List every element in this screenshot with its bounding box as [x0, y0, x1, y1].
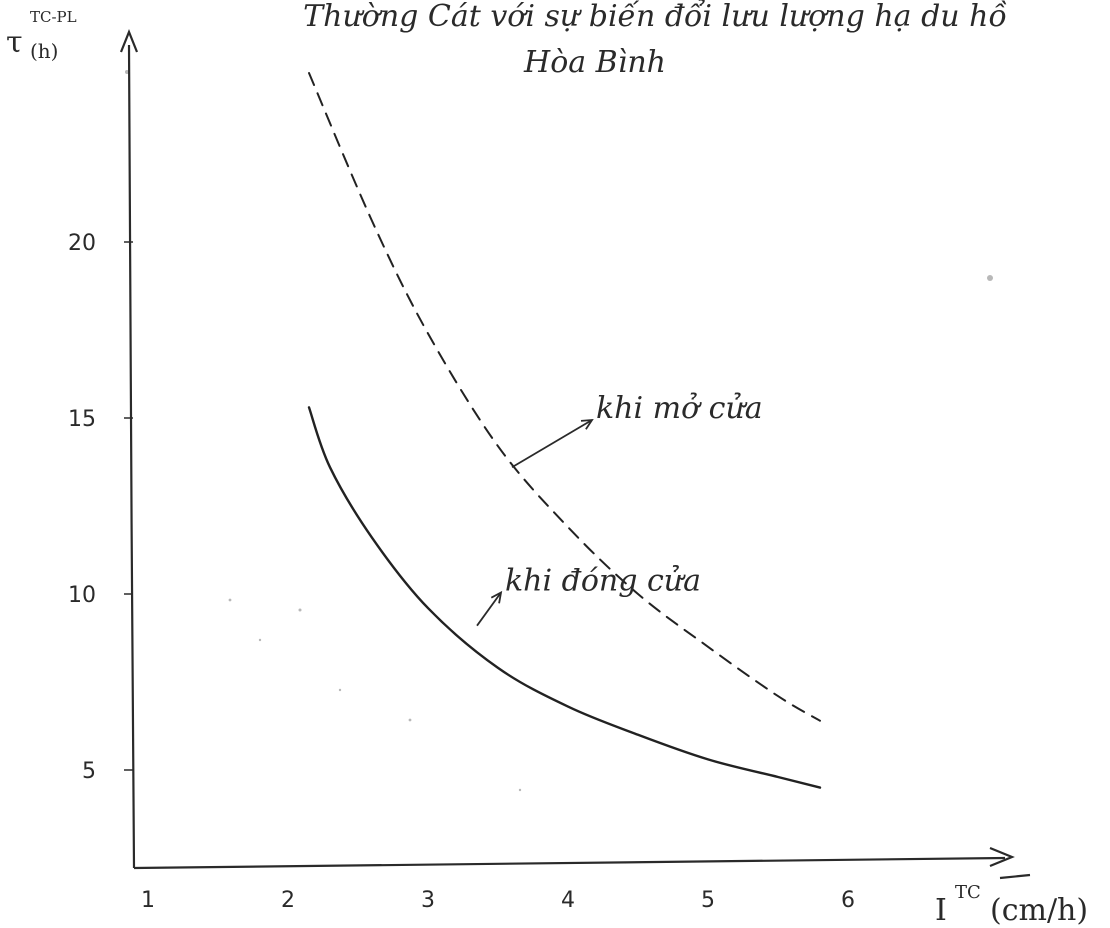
x-tick-label-6: 6 [841, 888, 855, 913]
x-tick-label-1: 1 [141, 888, 155, 913]
x-axis-tail [999, 873, 1031, 880]
annotation-label-closed: khi đóng cửa [505, 563, 701, 598]
annotation-arrow-open [511, 419, 593, 469]
axes [119, 29, 1031, 880]
y-tick-label-5: 5 [82, 759, 96, 784]
x-tick-label-3: 3 [421, 888, 435, 913]
y-axis-arrowhead [119, 29, 139, 53]
x-axis-superscript: TC [955, 882, 981, 903]
series-line-open [308, 72, 821, 722]
y-tick-label-15: 15 [68, 407, 96, 432]
x-axis-line [133, 856, 1006, 870]
x-axis-arrowhead [989, 846, 1015, 868]
y-axis-label: τ (h) TC-PL [6, 8, 77, 63]
series-layer [307, 72, 822, 789]
y-tick-label-10: 10 [68, 583, 96, 608]
annotation-arrowhead-closed [490, 590, 503, 604]
y-tick-label-20: 20 [68, 231, 96, 256]
y-axis-symbol: τ [6, 25, 23, 60]
x-tick-label-2: 2 [281, 888, 295, 913]
annotation-label-open: khi mở cửa [596, 391, 763, 426]
x-axis-symbol: I [935, 893, 947, 928]
chart-title-line-1: Thường Cát với sự biến đổi lưu lượng hạ … [303, 0, 1007, 34]
x-tick-label-5: 5 [701, 888, 715, 913]
annotation-arrow-closed [476, 591, 502, 627]
annotations: khi mở cửa khi đóng cửa [476, 391, 763, 627]
paper-specks [125, 70, 993, 792]
x-tick-label-4: 4 [561, 888, 575, 913]
annotation-arrowhead-open [580, 418, 594, 430]
x-axis-label: I TC (cm/h) [935, 882, 1088, 928]
x-axis-unit: (cm/h) [990, 893, 1088, 928]
y-axis-line [127, 44, 136, 869]
y-axis-superscript: TC-PL [30, 8, 77, 26]
y-axis-subscript: (h) [30, 39, 59, 63]
chart-title-line-2: Hòa Bình [523, 45, 666, 80]
x-tick-labels: 1 2 3 4 5 6 [141, 888, 855, 913]
y-tick-labels: 5 10 15 20 [68, 231, 133, 784]
series-line-closed [307, 406, 822, 789]
